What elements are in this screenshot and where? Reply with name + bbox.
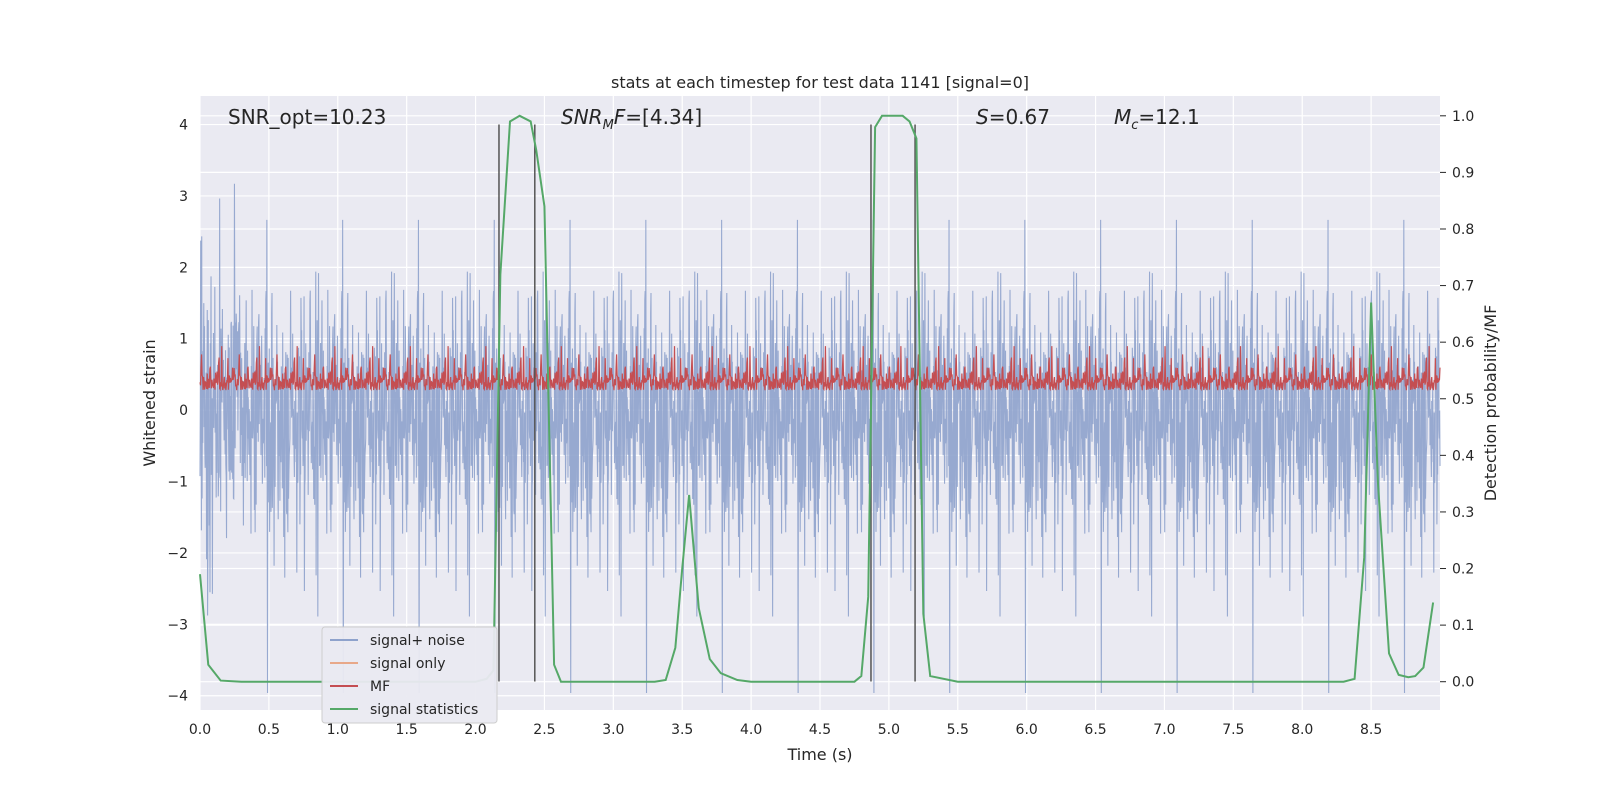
y-tick-label: 2: [179, 260, 188, 276]
annotation-s-value: S=0.67: [976, 105, 1050, 129]
y-right-tick-label: 0.2: [1452, 562, 1474, 578]
y-right-tick-label: 0.1: [1452, 618, 1474, 634]
x-tick-label: 7.5: [1222, 722, 1244, 738]
legend-label-signal-statistics: signal statistics: [370, 702, 478, 718]
x-tick-label: 5.0: [878, 722, 900, 738]
series-mf: [199, 346, 1441, 392]
y-tick-label: 0: [179, 403, 188, 419]
x-tick-label: 3.0: [602, 722, 624, 738]
y-tick-label: −1: [167, 475, 188, 491]
x-tick-label: 4.0: [740, 722, 762, 738]
x-tick-label: 5.5: [947, 722, 969, 738]
legend-label-mf: MF: [370, 679, 390, 695]
y-tick-label: −3: [167, 617, 188, 633]
legend: signal+ noise signal only MF signal stat…: [321, 626, 498, 724]
y-tick-label: 4: [179, 118, 188, 134]
x-tick-label: 6.0: [1016, 722, 1038, 738]
x-tick-label: 8.0: [1291, 722, 1313, 738]
y-tick-label: −4: [167, 689, 188, 705]
y-right-tick-label: 0.0: [1452, 675, 1474, 691]
annotation-mc-value: Mc=12.1: [1114, 105, 1200, 133]
x-tick-label: 4.5: [809, 722, 831, 738]
y-right-tick-label: 0.8: [1452, 222, 1474, 238]
y-right-tick-label: 1.0: [1452, 109, 1474, 125]
y-right-tick-label: 0.6: [1452, 335, 1474, 351]
x-tick-label: 1.0: [327, 722, 349, 738]
x-tick-label: 1.5: [396, 722, 418, 738]
signal-statistics-line: [199, 114, 1435, 683]
x-tick-labels: 0.0 0.5 1.0 1.5 2.0 2.5 3.0 3.5 4.0 4.5 5.0 5.5 6.0 6…: [189, 722, 1382, 738]
y-right-tick-labels: 1.0 0.9 0.8 0.7 0.6 0.5 0.4 0.3 0.2 0.1 0.0: [1440, 109, 1474, 691]
series-signal-noise: [199, 183, 1441, 693]
y-tick-label: 1: [179, 332, 188, 348]
x-tick-label: 2.0: [464, 722, 486, 738]
x-tick-label: 0.5: [258, 722, 280, 738]
mf-line: [199, 346, 1441, 392]
x-tick-label: 8.5: [1360, 722, 1382, 738]
series-signal-statistics: [199, 114, 1435, 683]
x-tick-label: 2.5: [533, 722, 555, 738]
annotation-snr-opt: SNR_opt=10.23: [228, 105, 386, 129]
y-right-axis-label: Detection probability/MF: [1481, 305, 1500, 502]
x-tick-label: 6.5: [1084, 722, 1106, 738]
annotations: SNR_opt=10.23 SNRMF=[4.34] S=0.67 Mc=12.…: [228, 105, 1200, 133]
legend-label-signal-only: signal only: [370, 656, 445, 672]
x-tick-label: 3.5: [671, 722, 693, 738]
y-right-tick-label: 0.5: [1452, 392, 1474, 408]
x-tick-label: 0.0: [189, 722, 211, 738]
y-right-tick-label: 0.7: [1452, 279, 1474, 295]
annotation-snr-mf: SNRMF=[4.34]: [561, 105, 702, 133]
y-tick-labels: 4 3 2 1 0 −1 −2 −3 −4: [167, 118, 188, 705]
legend-label-signal-noise: signal+ noise: [370, 633, 465, 649]
y-axis-label: Whitened strain: [140, 339, 159, 466]
y-right-tick-label: 0.9: [1452, 165, 1474, 181]
signal-noise-line: [199, 183, 1441, 693]
y-tick-label: 3: [179, 189, 188, 205]
y-tick-label: −2: [167, 546, 188, 562]
x-axis-label: Time (s): [786, 745, 852, 764]
legend-box: [321, 626, 498, 724]
chart-title: stats at each timestep for test data 114…: [611, 73, 1029, 92]
y-right-tick-label: 0.4: [1452, 448, 1474, 464]
y-right-tick-label: 0.3: [1452, 505, 1474, 521]
x-tick-label: 7.0: [1153, 722, 1175, 738]
